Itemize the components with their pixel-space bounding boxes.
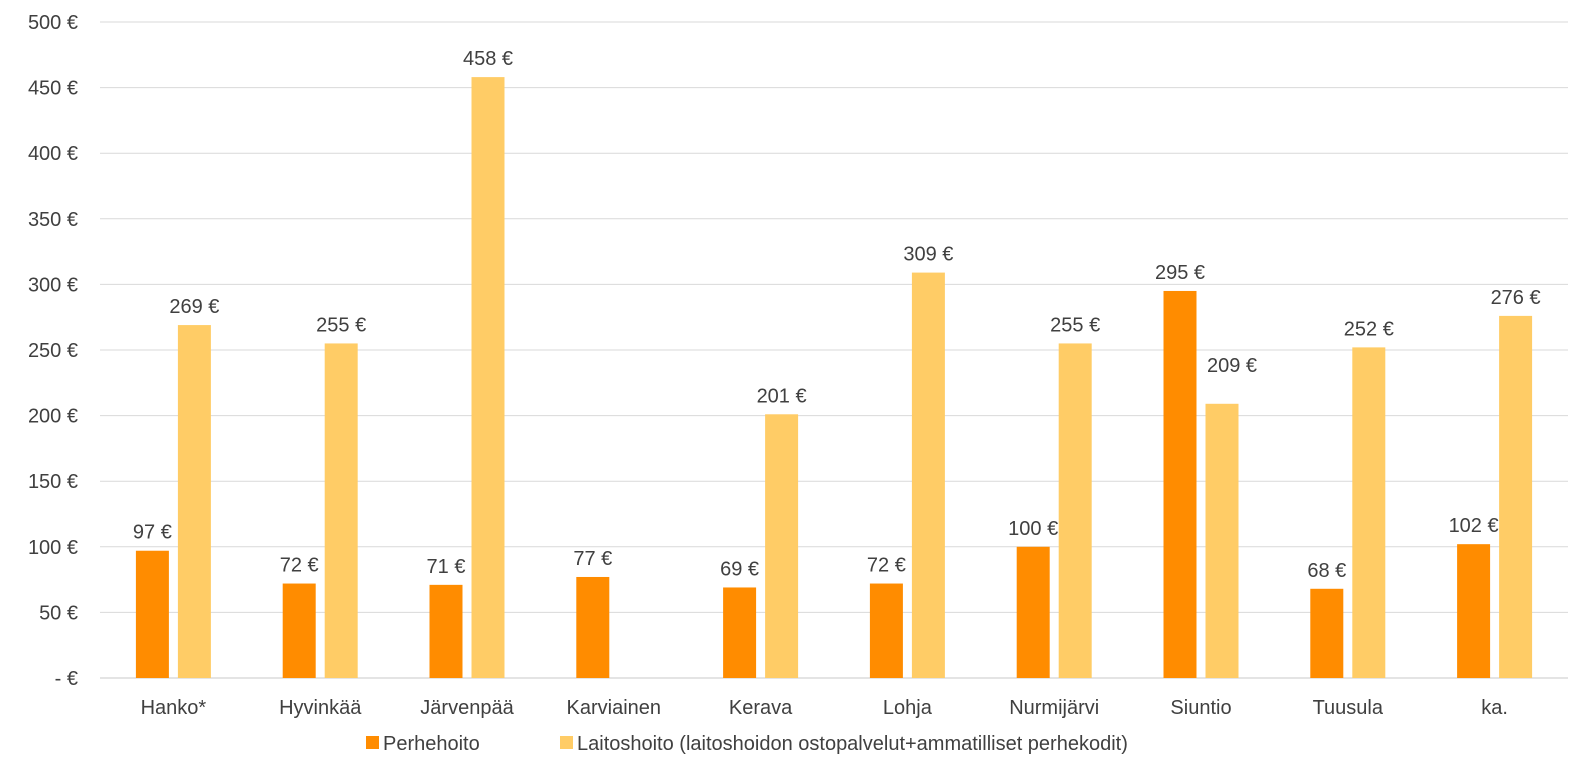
y-tick-label: 150 € bbox=[28, 471, 78, 493]
data-label: 77 € bbox=[573, 548, 612, 570]
bar-perhehoito bbox=[1163, 290, 1197, 678]
bar-laitoshoito bbox=[471, 77, 505, 678]
y-tick-label: 250 € bbox=[28, 340, 78, 362]
bar-laitoshoito bbox=[1352, 347, 1386, 678]
y-tick-label: 300 € bbox=[28, 274, 78, 296]
bar-laitoshoito bbox=[177, 325, 211, 678]
y-tick-label: 50 € bbox=[39, 602, 78, 624]
data-label: 71 € bbox=[427, 556, 466, 578]
legend-swatch bbox=[560, 736, 573, 749]
y-tick-label: 450 € bbox=[28, 78, 78, 100]
x-tick-label: Hanko* bbox=[141, 697, 207, 719]
data-label: 295 € bbox=[1155, 262, 1205, 284]
legend-label: Laitoshoito (laitoshoidon ostopalvelut+a… bbox=[577, 733, 1128, 755]
legend: Perhehoito Laitoshoito (laitoshoidon osto… bbox=[366, 733, 1128, 755]
bar-perhehoito bbox=[576, 576, 610, 678]
data-label: 309 € bbox=[903, 244, 953, 266]
data-label: 276 € bbox=[1491, 287, 1541, 309]
data-label: 72 € bbox=[280, 555, 319, 577]
x-tick-label: Hyvinkää bbox=[279, 697, 362, 719]
data-label: 458 € bbox=[463, 48, 513, 70]
y-tick-label: 100 € bbox=[28, 537, 78, 559]
y-tick-label: 200 € bbox=[28, 406, 78, 428]
bar-laitoshoito bbox=[1058, 343, 1092, 678]
data-label: 269 € bbox=[169, 296, 219, 318]
bar-laitoshoito bbox=[1205, 403, 1239, 678]
bar-perhehoito bbox=[1310, 588, 1344, 678]
x-tick-label: Lohja bbox=[883, 697, 933, 719]
data-label: 97 € bbox=[133, 522, 172, 544]
bars bbox=[135, 77, 1533, 678]
data-label: 201 € bbox=[757, 385, 807, 407]
bar-laitoshoito bbox=[1499, 315, 1533, 678]
y-tick-label: 500 € bbox=[28, 12, 78, 34]
bar-laitoshoito bbox=[911, 272, 945, 678]
y-tick-label: 350 € bbox=[28, 209, 78, 231]
x-tick-label: Tuusula bbox=[1313, 697, 1384, 719]
data-label: 102 € bbox=[1449, 515, 1499, 537]
x-tick-label: Siuntio bbox=[1170, 697, 1231, 719]
bar-laitoshoito bbox=[324, 343, 358, 678]
gridlines bbox=[100, 21, 1568, 679]
bar-perhehoito bbox=[1457, 544, 1491, 678]
bar-laitoshoito bbox=[765, 414, 799, 678]
data-label: 72 € bbox=[867, 555, 906, 577]
x-tick-label: Karviainen bbox=[567, 697, 662, 719]
bar-perhehoito bbox=[1016, 546, 1050, 678]
x-tick-label: Kerava bbox=[729, 697, 793, 719]
data-label: 100 € bbox=[1008, 518, 1058, 540]
data-label: 68 € bbox=[1307, 560, 1346, 582]
bar-perhehoito bbox=[429, 584, 463, 678]
data-label: 252 € bbox=[1344, 318, 1394, 340]
data-label: 209 € bbox=[1207, 355, 1257, 377]
bar-perhehoito bbox=[282, 583, 316, 678]
data-label: 255 € bbox=[1050, 314, 1100, 336]
x-axis: Hanko* Hyvinkää Järvenpää Karviainen Kerava L… bbox=[141, 697, 1508, 719]
bar-perhehoito bbox=[135, 550, 169, 678]
data-label: 69 € bbox=[720, 558, 759, 580]
y-axis: - € 50 € 100 € 150 € 200 € 250 € 300 € 350 € 400… bbox=[28, 12, 78, 690]
data-labels: 97 € 269 € 72 € 255 € 71 € 458 € 77 € 69 € 201 €… bbox=[133, 48, 1541, 582]
bar-perhehoito bbox=[723, 587, 757, 678]
x-tick-label: ka. bbox=[1481, 697, 1508, 719]
y-tick-label: - € bbox=[55, 668, 78, 690]
x-tick-label: Nurmijärvi bbox=[1009, 697, 1099, 719]
x-tick-label: Järvenpää bbox=[420, 697, 514, 719]
legend-label: Perhehoito bbox=[383, 733, 480, 755]
legend-swatch bbox=[366, 736, 379, 749]
data-label: 255 € bbox=[316, 314, 366, 336]
y-tick-label: 400 € bbox=[28, 143, 78, 165]
bar-perhehoito bbox=[869, 583, 903, 678]
